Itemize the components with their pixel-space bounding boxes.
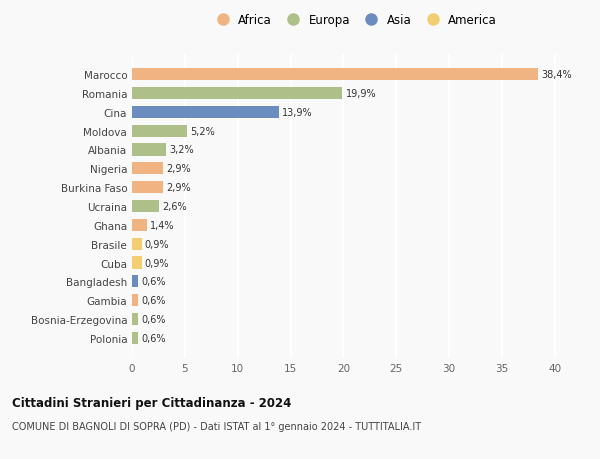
Text: 2,6%: 2,6% xyxy=(163,202,187,212)
Bar xyxy=(132,332,139,344)
Text: 0,6%: 0,6% xyxy=(142,296,166,306)
Bar xyxy=(132,238,142,250)
Bar xyxy=(132,163,163,175)
Bar xyxy=(132,88,343,100)
Text: 0,6%: 0,6% xyxy=(142,314,166,325)
Bar xyxy=(132,257,142,269)
Bar xyxy=(132,106,279,119)
Text: 2,9%: 2,9% xyxy=(166,164,190,174)
Text: 0,9%: 0,9% xyxy=(145,258,169,268)
Bar xyxy=(132,69,538,81)
Text: Cittadini Stranieri per Cittadinanza - 2024: Cittadini Stranieri per Cittadinanza - 2… xyxy=(12,396,292,409)
Bar xyxy=(132,276,139,288)
Text: 2,9%: 2,9% xyxy=(166,183,190,193)
Text: 0,6%: 0,6% xyxy=(142,277,166,287)
Bar xyxy=(132,125,187,137)
Text: 0,9%: 0,9% xyxy=(145,239,169,249)
Text: 19,9%: 19,9% xyxy=(346,89,376,99)
Bar xyxy=(132,182,163,194)
Legend: Africa, Europa, Asia, America: Africa, Europa, Asia, America xyxy=(211,14,497,27)
Text: 38,4%: 38,4% xyxy=(541,70,572,80)
Bar xyxy=(132,219,147,231)
Text: 5,2%: 5,2% xyxy=(190,126,215,136)
Bar xyxy=(132,144,166,156)
Bar xyxy=(132,294,139,307)
Bar xyxy=(132,201,160,213)
Bar xyxy=(132,313,139,325)
Text: 0,6%: 0,6% xyxy=(142,333,166,343)
Text: 13,9%: 13,9% xyxy=(282,107,313,118)
Text: 3,2%: 3,2% xyxy=(169,145,194,155)
Text: 1,4%: 1,4% xyxy=(150,220,175,230)
Text: COMUNE DI BAGNOLI DI SOPRA (PD) - Dati ISTAT al 1° gennaio 2024 - TUTTITALIA.IT: COMUNE DI BAGNOLI DI SOPRA (PD) - Dati I… xyxy=(12,421,421,431)
